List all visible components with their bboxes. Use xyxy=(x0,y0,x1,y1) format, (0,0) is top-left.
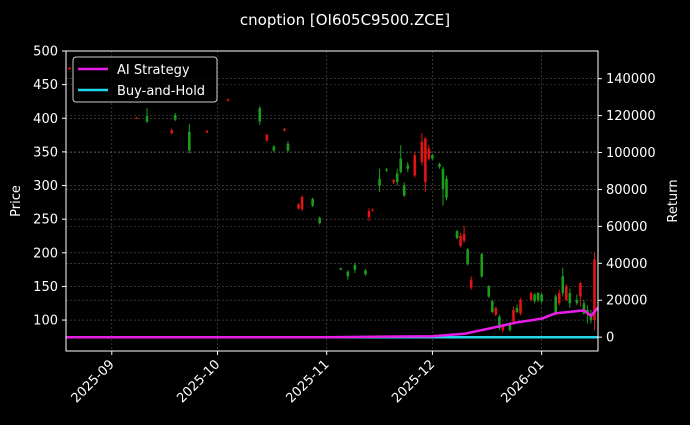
left-y-tick-label: 400 xyxy=(33,112,58,127)
candle-body xyxy=(135,117,138,119)
left-y-tick-label: 350 xyxy=(33,145,58,160)
plot-frame xyxy=(65,50,599,352)
candle-body xyxy=(462,233,466,241)
candle-body xyxy=(420,141,424,162)
candle-body xyxy=(226,99,230,101)
candle-body xyxy=(311,198,314,206)
candle-body xyxy=(589,314,593,321)
candle-body xyxy=(501,325,505,331)
candle-body xyxy=(346,271,350,277)
left-y-tick-label: 450 xyxy=(33,78,58,93)
candle-body xyxy=(557,293,561,304)
left-y-axis-label: Price xyxy=(9,185,24,217)
candle-body xyxy=(438,164,441,167)
candle-body xyxy=(385,169,388,171)
candle-body xyxy=(441,168,445,189)
right-y-axis: 0 20000 40000 60000 80000 100000 120000 140000 xyxy=(598,72,656,346)
candle-body xyxy=(367,211,371,218)
right-y-axis-label: Return xyxy=(666,179,681,222)
candle-body xyxy=(564,286,568,300)
candle-body xyxy=(371,209,374,211)
candle-body xyxy=(272,146,276,151)
candle-body xyxy=(318,217,321,224)
right-y-tick-label: 40000 xyxy=(606,257,647,272)
candle-body xyxy=(188,131,191,151)
candle-body xyxy=(364,270,367,275)
candle-body xyxy=(533,294,536,302)
candle-body xyxy=(399,158,403,173)
candle-body xyxy=(540,294,543,302)
candle-body xyxy=(424,138,427,183)
candle-body xyxy=(286,143,290,151)
candle-body xyxy=(487,286,491,297)
candle-body xyxy=(68,67,71,70)
candle-body xyxy=(378,178,381,186)
candle-body xyxy=(445,178,448,198)
left-y-tick-label: 250 xyxy=(33,213,58,228)
right-y-tick-label: 100000 xyxy=(606,146,656,161)
candle-body xyxy=(593,259,596,321)
candle-body xyxy=(519,299,522,314)
candle-body xyxy=(512,309,515,322)
candle-body xyxy=(353,264,357,270)
candle-body xyxy=(568,293,572,304)
right-y-tick-label: 120000 xyxy=(606,109,656,124)
candle-body xyxy=(297,204,300,209)
return-lines xyxy=(66,306,599,339)
candle-body xyxy=(455,231,459,238)
candle-body xyxy=(170,130,173,134)
legend-buy-and-hold-label: Buy-and-Hold xyxy=(117,84,205,99)
candle-body xyxy=(536,293,540,300)
legend-box xyxy=(72,56,218,103)
left-y-tick-label: 300 xyxy=(33,179,58,194)
chart-title: cnoption [OI605C9500.ZCE] xyxy=(240,11,450,29)
left-y-axis: 100 150 200 250 300 350 400 450 500 xyxy=(33,45,66,329)
right-y-tick-label: 80000 xyxy=(606,183,647,198)
candle-body xyxy=(395,173,399,183)
candle-body xyxy=(480,254,484,277)
right-y-tick-label: 0 xyxy=(606,331,614,346)
right-y-tick-label: 60000 xyxy=(606,220,647,235)
right-y-tick-label: 140000 xyxy=(606,72,656,87)
candle-body xyxy=(427,148,431,159)
candle-body xyxy=(300,196,304,210)
candle-body xyxy=(561,276,565,294)
candle-body xyxy=(579,283,582,297)
candle-body xyxy=(491,301,494,312)
candle-body xyxy=(575,299,579,304)
candle-body xyxy=(498,316,501,329)
candle-body xyxy=(508,323,512,331)
candle-body xyxy=(145,116,149,122)
candle-body xyxy=(205,131,209,133)
candle-body xyxy=(459,235,462,247)
candle-body xyxy=(582,303,586,314)
left-y-tick-label: 100 xyxy=(33,314,58,329)
candle-body xyxy=(515,307,519,312)
candle-body xyxy=(413,155,417,176)
legend: AI Strategy Buy-and-Hold xyxy=(72,56,218,103)
candle-body xyxy=(392,180,395,183)
candle-body xyxy=(529,293,533,300)
candle-body xyxy=(466,249,469,265)
candle-body xyxy=(406,165,410,169)
candle-body xyxy=(339,268,343,270)
candle-body xyxy=(173,114,177,120)
candle-body xyxy=(265,135,269,141)
candle-body xyxy=(469,279,473,288)
candle-body xyxy=(402,185,406,196)
candle-body xyxy=(283,129,286,131)
candle-body xyxy=(431,155,434,159)
candlesticks xyxy=(68,67,596,333)
candle-body xyxy=(554,296,558,314)
legend-ai-strategy-label: AI Strategy xyxy=(117,63,190,78)
candle-body xyxy=(494,307,498,315)
ai-strategy-line xyxy=(66,306,599,339)
right-y-tick-label: 20000 xyxy=(606,294,647,309)
left-y-tick-label: 150 xyxy=(33,280,58,295)
left-y-tick-label: 200 xyxy=(33,246,58,261)
candle-body xyxy=(258,108,262,122)
left-y-tick-label: 500 xyxy=(33,45,58,60)
